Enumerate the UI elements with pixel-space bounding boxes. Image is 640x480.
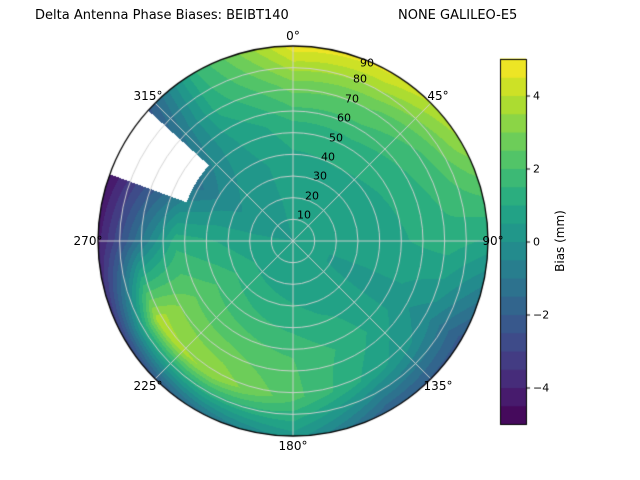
elevation-tick-90: 90 [360, 56, 374, 70]
azimuth-label-270: 270° [73, 234, 103, 248]
plot-subtitle: NONE GALILEO-E5 [398, 8, 518, 23]
azimuth-label-180: 180° [278, 439, 308, 453]
colorbar-tick-0: 0 [533, 235, 540, 249]
elevation-tick-60: 60 [337, 111, 351, 125]
elevation-tick-40: 40 [321, 150, 335, 164]
azimuth-label-90: 90° [482, 234, 504, 248]
plot-title: Delta Antenna Phase Biases: BEIBT140 [35, 8, 289, 23]
colorbar-tick-neg2: −2 [533, 308, 550, 322]
elevation-tick-50: 50 [329, 131, 343, 145]
elevation-tick-20: 20 [305, 189, 319, 203]
elevation-tick-30: 30 [313, 169, 327, 183]
colorbar-axis-label: Bias (mm) [553, 210, 567, 272]
colorbar-tick-2: 2 [533, 162, 540, 176]
azimuth-label-45: 45° [427, 89, 449, 103]
elevation-tick-70: 70 [345, 92, 359, 106]
azimuth-label-315: 315° [133, 89, 163, 103]
colorbar-tick-4: 4 [533, 89, 540, 103]
azimuth-label-135: 135° [423, 379, 453, 393]
azimuth-label-0: 0° [286, 29, 300, 43]
colorbar-tick-neg4: −4 [533, 381, 550, 395]
azimuth-label-225: 225° [133, 379, 163, 393]
elevation-tick-10: 10 [297, 208, 311, 222]
elevation-tick-80: 80 [353, 72, 367, 86]
